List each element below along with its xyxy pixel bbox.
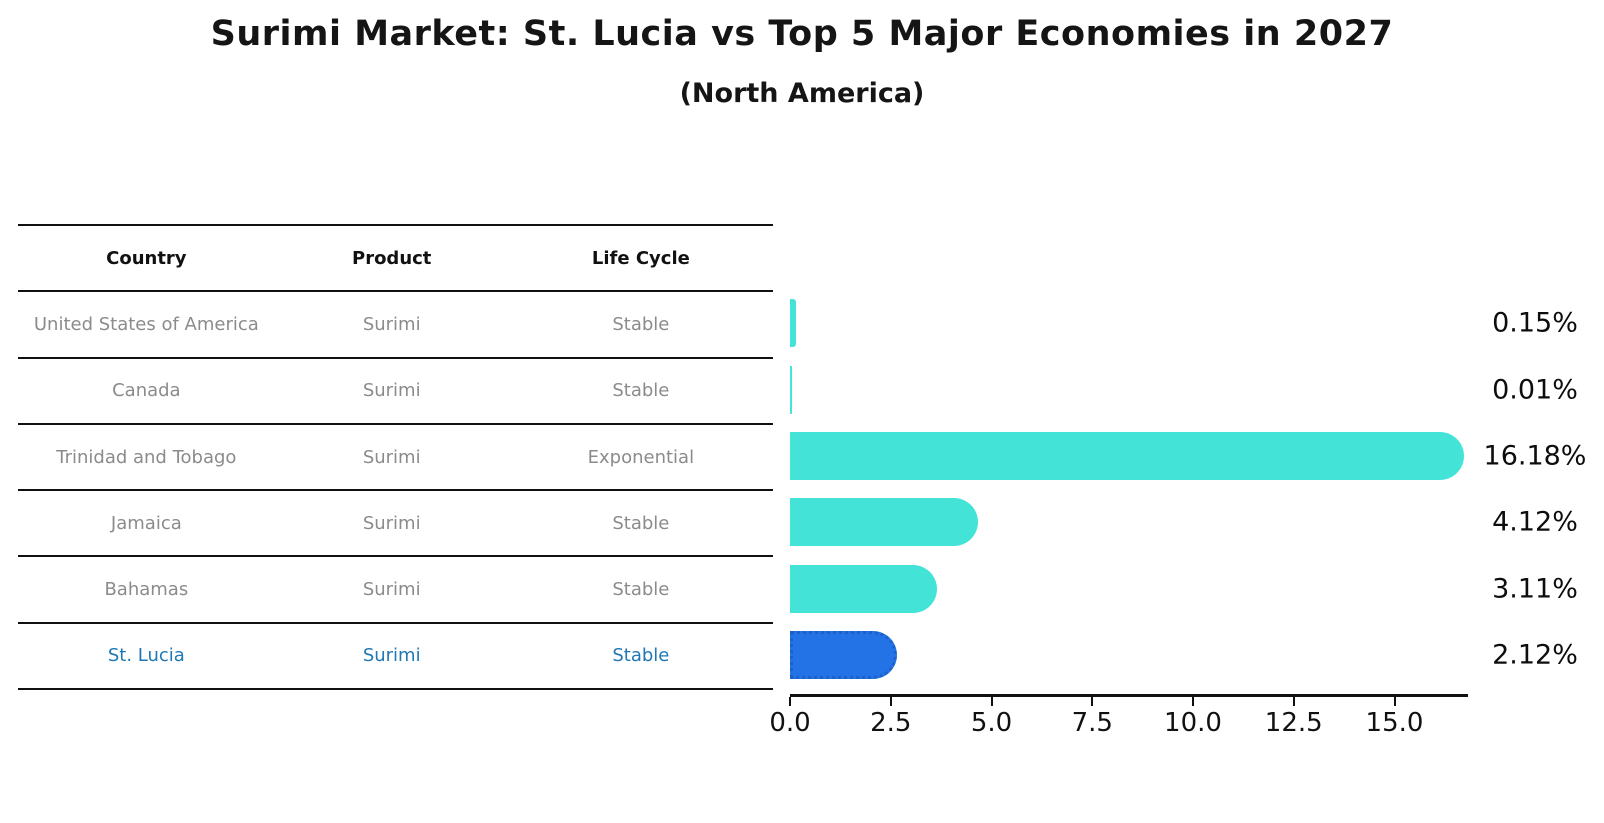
value-label: 4.12% [1492,506,1578,538]
x-axis-tick [1393,697,1396,706]
table-cell-life-cycle: Stable [612,579,670,601]
x-axis-tick [990,697,993,706]
table-cell-country: United States of America [33,313,259,335]
table-cell-life-cycle: Stable [612,512,670,534]
bar-chart [790,290,1468,688]
table-row: St. Lucia Surimi Stable [18,624,773,691]
x-axis [790,694,1468,697]
value-label: 2.12% [1492,639,1578,671]
table-row: Canada Surimi Stable [18,359,773,425]
value-label: 0.01% [1492,374,1578,405]
x-axis-tick [1192,697,1194,706]
table-cell-product: Surimi [362,313,421,335]
table-row: Trinidad and Tobago Surimi Exponential [18,425,773,492]
x-axis-tick-label: 5.0 [970,708,1013,738]
table-cell-country: Bahamas [104,579,189,601]
value-label: 3.11% [1492,573,1578,604]
table-cell-product: Surimi [362,446,421,468]
page-subtitle: (North America) [679,78,925,109]
table-cell-product: Surimi [362,380,421,402]
x-axis-tick-label: 15.0 [1365,708,1424,738]
x-axis-tick [1292,697,1295,706]
table-row: United States of America Surimi Stable [18,292,773,359]
x-axis-tick [1091,697,1094,706]
x-axis-tick [889,697,892,706]
table-header-cell: Product [352,247,432,269]
table-cell-country: Jamaica [110,512,182,534]
bar [790,564,938,613]
bar [790,498,979,547]
table-cell-life-cycle: Stable [612,645,670,667]
table-cell-country: St. Lucia [107,645,185,667]
x-axis-tick-label: 7.5 [1071,708,1113,738]
table-header-cell: Life Cycle [591,247,690,269]
value-label: 0.15% [1492,307,1578,339]
highlight-bar [790,630,898,679]
table-header-row: Country Product Life Cycle [18,226,773,293]
table-cell-country: Canada [112,380,181,402]
table-cell-product: Surimi [362,579,421,601]
x-axis-tick-label: 0.0 [769,708,811,738]
x-axis-tick-label: 2.5 [870,708,912,738]
table-cell-life-cycle: Exponential [587,446,695,468]
table-header-cell: Country [106,247,187,269]
comparison-table: Country Product Life Cycle United States of… [18,224,773,691]
x-axis-tick-label: 12.5 [1264,708,1323,738]
bar [790,431,1465,480]
bar [790,299,797,348]
table-cell-country: Trinidad and Tobago [56,446,237,468]
table-cell-life-cycle: Stable [612,313,670,335]
value-label: 16.18% [1483,440,1587,472]
page-title: Surimi Market: St. Lucia vs Top 5 Major … [210,14,1394,54]
x-axis-tick-label: 10.0 [1164,708,1222,738]
x-axis-tick [789,697,791,706]
table-cell-product: Surimi [362,512,421,534]
table-row: Jamaica Surimi Stable [18,491,773,558]
bar [790,365,792,414]
table-cell-product: Surimi [362,645,421,667]
table-cell-life-cycle: Stable [612,380,670,402]
table-row: Bahamas Surimi Stable [18,557,773,624]
